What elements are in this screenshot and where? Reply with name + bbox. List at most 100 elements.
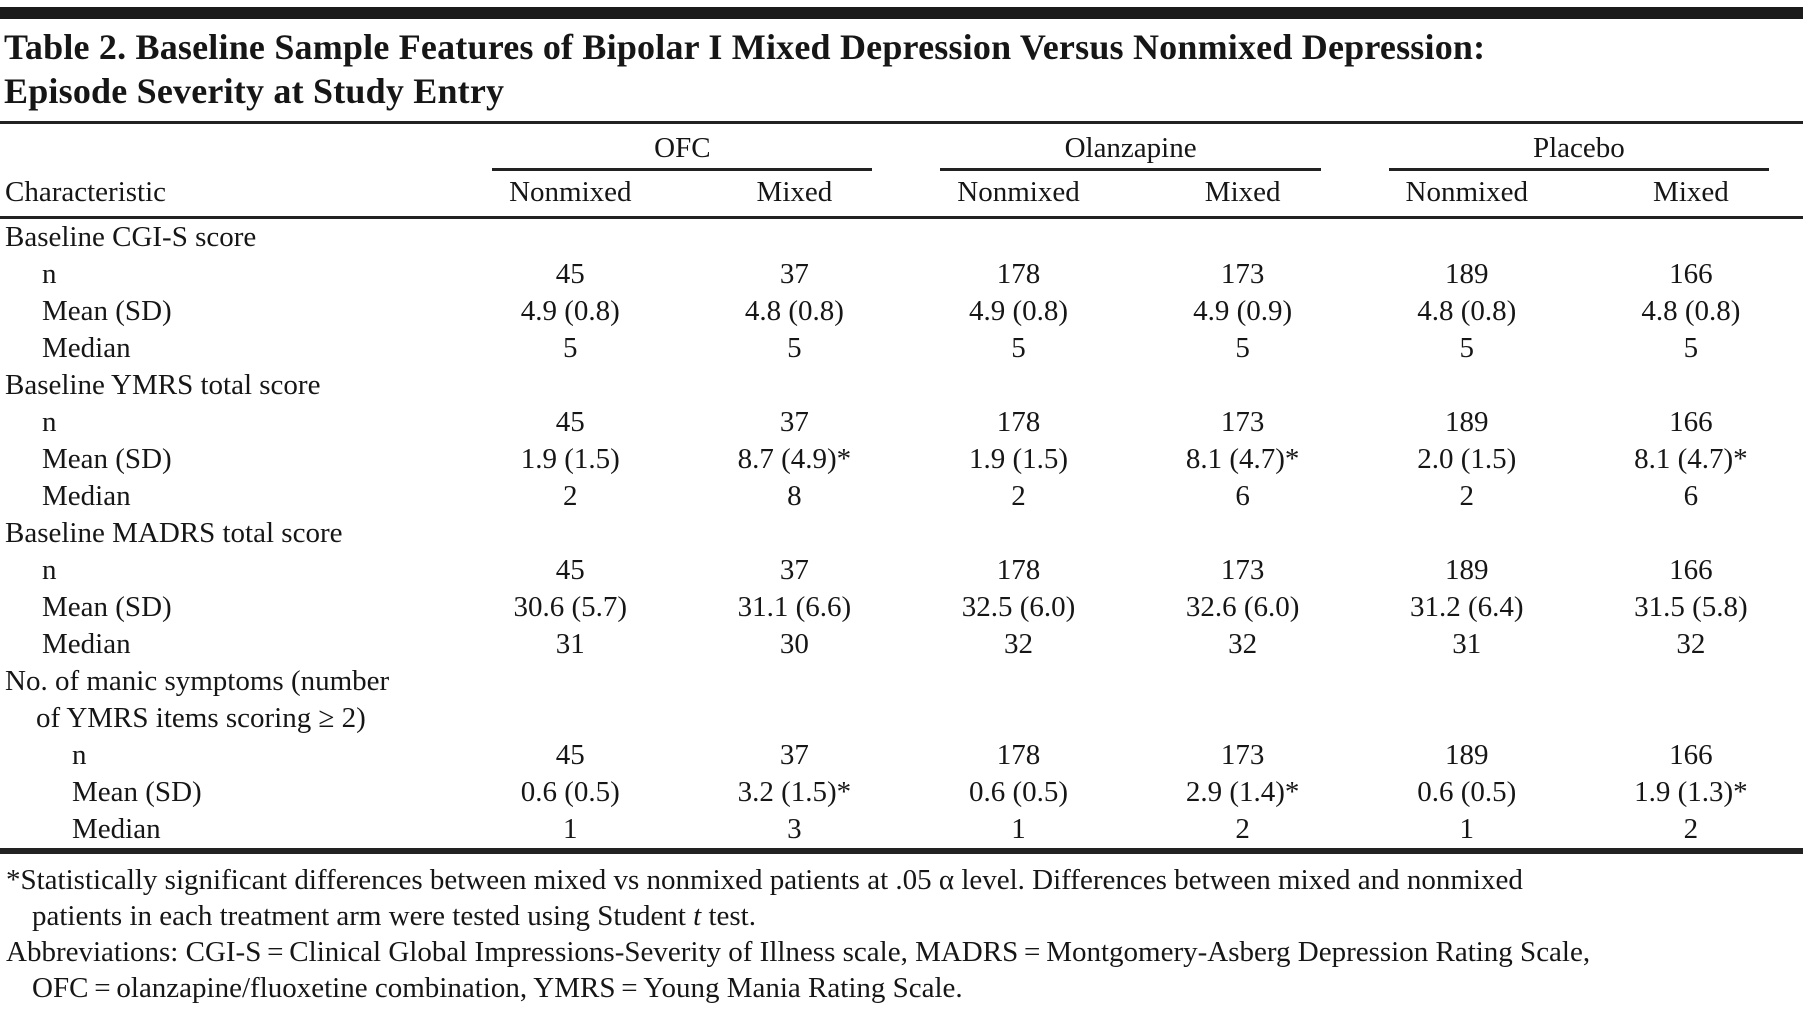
cell: 173 [1220, 406, 1265, 438]
cell: 4.9 (0.8) [968, 295, 1069, 327]
cell: 1.9 (1.3)* [1634, 776, 1748, 808]
footnote-abbreviations: Abbreviations: CGI-S = Clinical Global I… [6, 934, 1799, 1006]
cell: 1 [1459, 813, 1475, 845]
section-label-line2: of YMRS items scoring ≥ 2) [36, 702, 366, 734]
group-header-row: OFC Olanzapine Placebo [0, 123, 1803, 172]
table-row: n 45 37 178 173 189 166 [0, 737, 1803, 774]
cell: 189 [1445, 554, 1489, 586]
cell: 173 [1220, 739, 1265, 771]
table-title: Table 2. Baseline Sample Features of Bip… [0, 19, 1803, 121]
table-row: Median 5 5 5 5 5 5 [0, 330, 1803, 367]
group-header-spacer [0, 123, 458, 172]
section-label: Baseline MADRS total score [5, 517, 343, 549]
table-row: Median 1 3 1 2 1 2 [0, 811, 1803, 851]
table-row: Median 31 30 32 32 31 32 [0, 626, 1803, 663]
table-title-line2: Episode Severity at Study Entry [4, 71, 505, 111]
row-label: Median [42, 332, 131, 364]
cell: 30.6 (5.7) [513, 591, 628, 623]
cell: 30 [779, 628, 809, 660]
column-header-placebo-nonmixed: Nonmixed [1405, 176, 1528, 208]
cell: 2 [1459, 480, 1475, 512]
cell: 3.2 (1.5)* [737, 776, 852, 808]
table-row: Mean (SD) 0.6 (0.5) 3.2 (1.5)* 0.6 (0.5)… [0, 774, 1803, 811]
cell: 45 [555, 554, 585, 586]
group-header-olanzapine-label: Olanzapine [940, 132, 1321, 171]
cell: 178 [996, 406, 1041, 438]
cell: 31 [555, 628, 585, 660]
table-row: n 45 37 178 173 189 166 [0, 552, 1803, 589]
cell: 2 [563, 480, 578, 512]
cell: 1.9 (1.5) [968, 443, 1069, 475]
footnote-significance-line2: patients in each treatment arm were test… [32, 900, 756, 932]
cell: 32 [1676, 628, 1706, 660]
cell: 31.2 (6.4) [1409, 591, 1524, 623]
row-label: Median [42, 628, 131, 660]
cell: 0.6 (0.5) [968, 776, 1069, 808]
group-header-placebo: Placebo [1355, 123, 1803, 171]
cell: 178 [996, 739, 1041, 771]
column-header-ofc-mixed: Mixed [756, 176, 833, 208]
group-header-ofc: OFC [458, 123, 906, 171]
column-header-placebo-mixed: Mixed [1653, 176, 1729, 208]
cell: 3 [787, 813, 802, 845]
table-footnotes: *Statistically significant differences b… [0, 854, 1803, 1006]
cell: 8 [787, 480, 802, 512]
cell: 178 [996, 554, 1041, 586]
cell: 32.6 (6.0) [1185, 591, 1300, 623]
cell: 2 [1683, 813, 1699, 845]
cell: 45 [555, 258, 585, 290]
cell: 5 [1459, 332, 1475, 364]
cell: 5 [787, 332, 802, 364]
cell: 189 [1445, 739, 1489, 771]
section-row-manic-symptoms: No. of manic symptoms (number of YMRS it… [0, 663, 1803, 737]
cell: 166 [1669, 258, 1713, 290]
cell: 45 [555, 406, 585, 438]
cell: 31.5 (5.8) [1634, 591, 1748, 623]
row-label: n [72, 739, 87, 771]
cell: 5 [563, 332, 578, 364]
column-header-olanzapine-nonmixed: Nonmixed [957, 176, 1080, 208]
cell: 173 [1220, 554, 1265, 586]
row-label: Mean (SD) [42, 591, 172, 623]
row-label: Mean (SD) [42, 295, 172, 327]
cell: 8.1 (4.7)* [1185, 443, 1300, 475]
footnote-significance: *Statistically significant differences b… [6, 862, 1799, 934]
table-row: Mean (SD) 1.9 (1.5) 8.7 (4.9)* 1.9 (1.5)… [0, 441, 1803, 478]
group-header-placebo-label: Placebo [1388, 132, 1769, 171]
column-header-ofc-nonmixed: Nonmixed [509, 176, 632, 208]
row-label: n [42, 258, 57, 290]
footnote-abbreviations-line2: OFC = olanzapine/fluoxetine combination,… [32, 972, 963, 1004]
cell: 37 [779, 406, 809, 438]
section-row-madrs: Baseline MADRS total score [0, 515, 1803, 552]
section-label: Baseline YMRS total score [5, 369, 321, 401]
row-label: Mean (SD) [42, 443, 172, 475]
cell: 45 [555, 739, 585, 771]
cell: 2 [1011, 480, 1026, 512]
cell: 1.9 (1.5) [520, 443, 620, 475]
table-row: Mean (SD) 4.9 (0.8) 4.8 (0.8) 4.9 (0.8) … [0, 293, 1803, 330]
group-header-olanzapine: Olanzapine [906, 123, 1354, 171]
cell: 32.5 (6.0) [961, 591, 1076, 623]
section-label-line1: No. of manic symptoms (number [5, 665, 390, 697]
cell: 0.6 (0.5) [1417, 776, 1517, 808]
table-body: Baseline CGI-S score n 45 37 178 173 189… [0, 218, 1803, 851]
cell: 31.1 (6.6) [737, 591, 852, 623]
cell: 37 [779, 739, 809, 771]
section-label: Baseline CGI-S score [5, 221, 257, 253]
cell: 8.7 (4.9)* [737, 443, 852, 475]
table-row: Mean (SD) 30.6 (5.7) 31.1 (6.6) 32.5 (6.… [0, 589, 1803, 626]
cell: 31 [1452, 628, 1482, 660]
cell: 4.8 (0.8) [1417, 295, 1517, 327]
table-title-line1: Table 2. Baseline Sample Features of Bip… [4, 27, 1486, 67]
cell: 37 [779, 554, 809, 586]
section-label: No. of manic symptoms (number of YMRS it… [0, 663, 1803, 737]
student-t-italic: t [693, 900, 702, 932]
cell: 6 [1683, 480, 1699, 512]
cell: 2 [1235, 813, 1250, 845]
row-label: n [42, 554, 57, 586]
section-row-ymrs: Baseline YMRS total score [0, 367, 1803, 404]
cell: 2.0 (1.5) [1417, 443, 1517, 475]
group-header-ofc-label: OFC [492, 132, 873, 171]
table-row: n 45 37 178 173 189 166 [0, 404, 1803, 441]
